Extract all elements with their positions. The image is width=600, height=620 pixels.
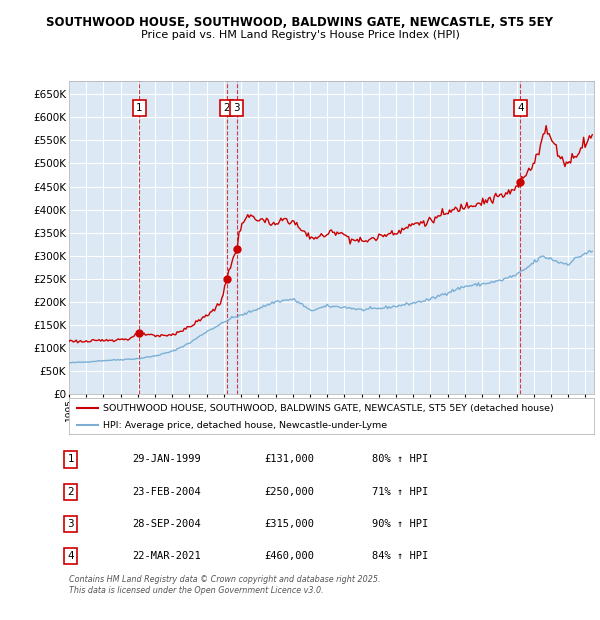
- Text: £250,000: £250,000: [264, 487, 314, 497]
- Text: 3: 3: [67, 519, 74, 529]
- Text: 28-SEP-2004: 28-SEP-2004: [132, 519, 201, 529]
- Text: 71% ↑ HPI: 71% ↑ HPI: [372, 487, 428, 497]
- Text: SOUTHWOOD HOUSE, SOUTHWOOD, BALDWINS GATE, NEWCASTLE, ST5 5EY: SOUTHWOOD HOUSE, SOUTHWOOD, BALDWINS GAT…: [47, 16, 554, 29]
- Text: Contains HM Land Registry data © Crown copyright and database right 2025.
This d: Contains HM Land Registry data © Crown c…: [69, 575, 380, 595]
- Text: 4: 4: [67, 551, 74, 561]
- Text: £460,000: £460,000: [264, 551, 314, 561]
- Text: £315,000: £315,000: [264, 519, 314, 529]
- Text: HPI: Average price, detached house, Newcastle-under-Lyme: HPI: Average price, detached house, Newc…: [103, 420, 387, 430]
- Text: 23-FEB-2004: 23-FEB-2004: [132, 487, 201, 497]
- Text: 4: 4: [517, 103, 524, 113]
- Text: £131,000: £131,000: [264, 454, 314, 464]
- Text: 2: 2: [67, 487, 74, 497]
- Text: Price paid vs. HM Land Registry's House Price Index (HPI): Price paid vs. HM Land Registry's House …: [140, 30, 460, 40]
- Text: 1: 1: [67, 454, 74, 464]
- Text: 3: 3: [233, 103, 240, 113]
- Text: 2: 2: [223, 103, 230, 113]
- Text: 80% ↑ HPI: 80% ↑ HPI: [372, 454, 428, 464]
- Text: 22-MAR-2021: 22-MAR-2021: [132, 551, 201, 561]
- Text: 29-JAN-1999: 29-JAN-1999: [132, 454, 201, 464]
- Text: 90% ↑ HPI: 90% ↑ HPI: [372, 519, 428, 529]
- Text: 1: 1: [136, 103, 143, 113]
- Text: 84% ↑ HPI: 84% ↑ HPI: [372, 551, 428, 561]
- Text: SOUTHWOOD HOUSE, SOUTHWOOD, BALDWINS GATE, NEWCASTLE, ST5 5EY (detached house): SOUTHWOOD HOUSE, SOUTHWOOD, BALDWINS GAT…: [103, 404, 554, 412]
